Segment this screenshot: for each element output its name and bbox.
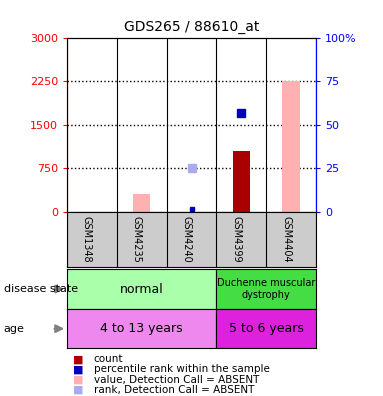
Text: GSM1348: GSM1348 (82, 216, 92, 263)
Text: Duchenne muscular
dystrophy: Duchenne muscular dystrophy (217, 278, 315, 300)
Text: ■: ■ (73, 385, 83, 395)
Text: GSM4399: GSM4399 (231, 216, 241, 263)
Text: GSM4235: GSM4235 (132, 216, 142, 263)
Text: percentile rank within the sample: percentile rank within the sample (94, 364, 270, 375)
Bar (282, 81, 300, 212)
Text: ■: ■ (73, 354, 83, 364)
Text: value, Detection Call = ABSENT: value, Detection Call = ABSENT (94, 375, 259, 385)
Bar (216, 309, 316, 348)
Text: 4 to 13 years: 4 to 13 years (100, 322, 183, 335)
Bar (216, 269, 316, 309)
Text: ■: ■ (73, 364, 83, 375)
Text: ■: ■ (73, 375, 83, 385)
Text: count: count (94, 354, 123, 364)
Text: GSM4240: GSM4240 (182, 216, 192, 263)
Bar (232, 151, 250, 212)
Text: 5 to 6 years: 5 to 6 years (229, 322, 304, 335)
Text: normal: normal (120, 283, 164, 295)
Text: GSM4404: GSM4404 (281, 216, 291, 263)
Title: GDS265 / 88610_at: GDS265 / 88610_at (124, 20, 259, 34)
Text: disease state: disease state (4, 284, 78, 294)
Bar (67, 269, 216, 309)
Bar (67, 309, 216, 348)
Text: rank, Detection Call = ABSENT: rank, Detection Call = ABSENT (94, 385, 254, 395)
Bar (133, 194, 151, 212)
Text: age: age (4, 324, 25, 334)
